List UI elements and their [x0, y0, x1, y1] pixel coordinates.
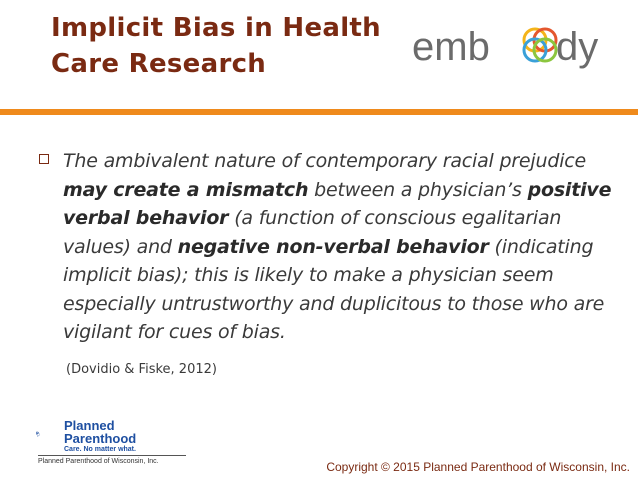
bullet-text-seg1: The ambivalent nature of contemporary ra… — [63, 150, 587, 172]
planned-parenthood-logo — [36, 431, 40, 437]
pp-name-line1: Planned — [64, 418, 115, 433]
slide-title-line1: Implicit Bias in Health — [51, 13, 381, 43]
pp-mark-icon — [36, 431, 40, 437]
embody-text-right: dy — [556, 25, 598, 69]
embody-text-left: emb — [412, 25, 490, 69]
bullet-text-emphasis1: may create a mismatch — [63, 178, 309, 201]
slide-title: Implicit Bias in Health Care Research — [51, 10, 381, 82]
title-divider — [0, 109, 638, 115]
pp-name-line2: Parenthood — [64, 431, 137, 446]
bullet-text-emphasis2: positive verbal behavior — [63, 178, 612, 230]
pp-tagline: Care. No matter what. — [64, 446, 136, 453]
embody-logo: emb dy — [412, 25, 598, 69]
bullet-text: The ambivalent nature of contemporary ra… — [63, 147, 618, 347]
bullet-text-emphasis3: negative non-verbal behavior — [177, 235, 489, 258]
bullet-text-seg5: (a function of conscious egalitarian val… — [63, 207, 562, 258]
bullet-text-seg3: between a physician’s — [308, 178, 528, 201]
copyright-text: Copyright © 2015 Planned Parenthood of W… — [326, 460, 630, 474]
pp-org-name: Planned Parenthood of Wisconsin, Inc. — [38, 458, 159, 465]
embody-rings-icon — [522, 27, 558, 63]
slide-title-line2: Care Research — [51, 49, 267, 79]
pp-divider — [38, 455, 186, 456]
bullet-square-icon — [39, 154, 49, 164]
citation: (Dovidio & Fiske, 2012) — [66, 362, 217, 377]
pp-name: Planned Parenthood — [64, 419, 136, 445]
bullet-text-seg7: (indicating implicit bias); this is like… — [63, 235, 605, 344]
